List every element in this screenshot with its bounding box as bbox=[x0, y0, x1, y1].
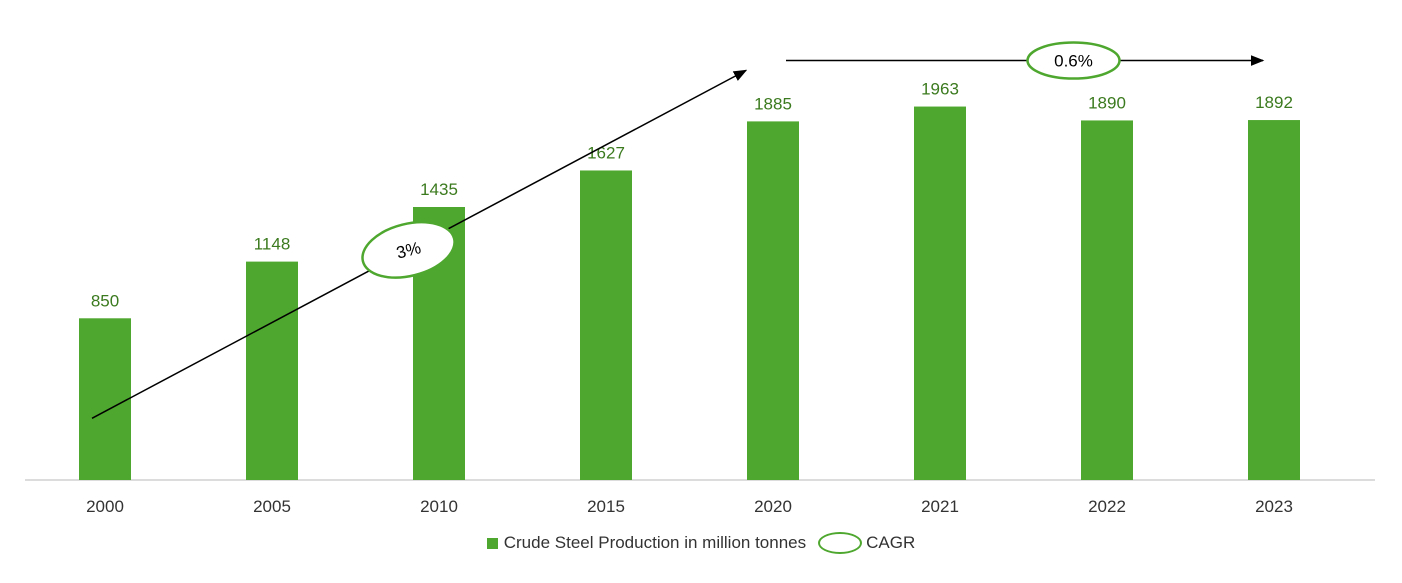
bar-2021 bbox=[914, 106, 966, 481]
legend-item-cagr: CAGR bbox=[806, 532, 915, 554]
legend-item-production: Crude Steel Production in million tonnes bbox=[486, 533, 807, 553]
cagr-ellipse-2 bbox=[1026, 41, 1121, 80]
data-label-2010: 1435 bbox=[420, 180, 458, 199]
x-tick-label-2022: 2022 bbox=[1088, 497, 1126, 516]
x-tick-label-2000: 2000 bbox=[86, 497, 124, 516]
data-label-2023: 1892 bbox=[1255, 93, 1293, 112]
bar-2020 bbox=[747, 121, 799, 480]
x-tick-label-2023: 2023 bbox=[1255, 497, 1293, 516]
legend-bar-label: Crude Steel Production in million tonnes bbox=[503, 533, 807, 552]
bar-2015 bbox=[580, 170, 632, 480]
x-tick-label-2021: 2021 bbox=[921, 497, 959, 516]
bar-2000 bbox=[79, 318, 131, 480]
data-label-2015: 1627 bbox=[587, 143, 625, 162]
x-tick-label-2010: 2010 bbox=[420, 497, 458, 516]
cagr-label-2: 0.6% bbox=[1054, 52, 1093, 71]
data-label-2000: 850 bbox=[91, 291, 119, 310]
x-tick-label-2005: 2005 bbox=[253, 497, 291, 516]
x-tick-label-2020: 2020 bbox=[754, 497, 792, 516]
bar-2005 bbox=[246, 261, 298, 480]
legend-bar-swatch bbox=[486, 537, 498, 549]
bar-chart: 850 2000 1148 2005 1435 2010 1627 2015 1885 2020 1… bbox=[25, 41, 1375, 516]
data-label-2020: 1885 bbox=[754, 94, 792, 113]
cagr-ellipse-1 bbox=[361, 220, 456, 279]
legend-cagr-label: CAGR bbox=[866, 533, 916, 552]
data-label-2022: 1890 bbox=[1088, 93, 1126, 112]
data-label-2021: 1963 bbox=[921, 80, 959, 99]
legend: Crude Steel Production in million tonnes… bbox=[0, 532, 1402, 554]
data-label-2005: 1148 bbox=[254, 235, 291, 254]
bar-2023 bbox=[1248, 120, 1300, 480]
x-tick-label-2015: 2015 bbox=[587, 497, 625, 516]
legend-ellipse-swatch bbox=[818, 532, 863, 554]
bar-2022 bbox=[1081, 120, 1133, 480]
